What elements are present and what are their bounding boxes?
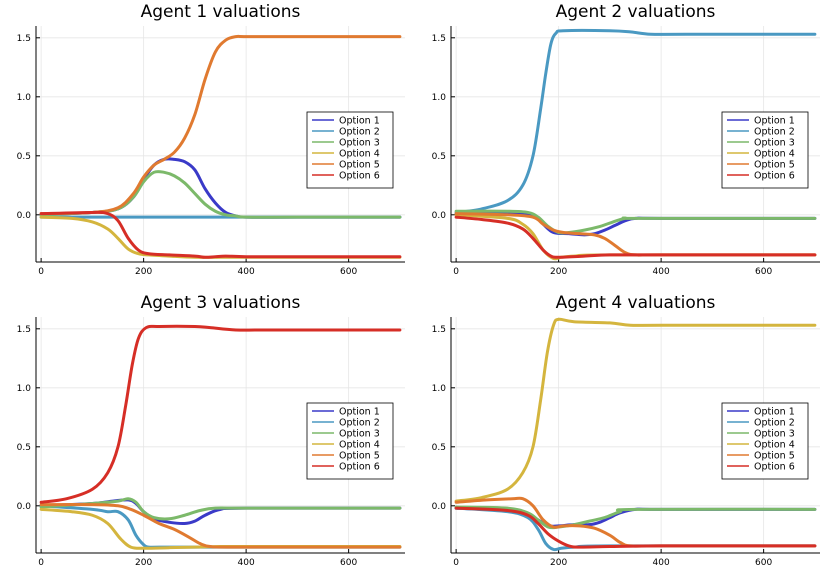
x-tick-label: 400 bbox=[653, 267, 670, 277]
chart-panel-1: 0 200 400 600 0.0 0.5 1.0 1.5 Agent 1 valuations… bbox=[17, 2, 405, 277]
x-tick-label: 600 bbox=[340, 558, 357, 568]
x-tick-label: 400 bbox=[238, 558, 255, 568]
legend-label: Option 2 bbox=[339, 418, 380, 429]
legend-label: Option 4 bbox=[339, 149, 380, 160]
legend-label: Option 6 bbox=[754, 171, 795, 182]
legend-label: Option 3 bbox=[754, 138, 795, 149]
y-tick-label: 0.0 bbox=[17, 211, 32, 221]
y-tick-label: 0.0 bbox=[17, 502, 32, 512]
legend-label: Option 3 bbox=[339, 429, 380, 440]
y-tick-label: 0.5 bbox=[17, 152, 31, 162]
legend-label: Option 3 bbox=[339, 138, 380, 149]
legend-label: Option 4 bbox=[754, 149, 795, 160]
series-line-option-3 bbox=[39, 169, 402, 219]
series-line-option-6 bbox=[39, 324, 402, 504]
series-line-option-5 bbox=[39, 503, 402, 549]
y-tick-label: 1.5 bbox=[432, 325, 446, 335]
series-group bbox=[39, 324, 402, 550]
y-tick-label: 0.0 bbox=[432, 211, 447, 221]
legend-label: Option 1 bbox=[339, 407, 380, 418]
legend-label: Option 4 bbox=[754, 440, 795, 451]
y-tick-label: 1.0 bbox=[432, 384, 447, 394]
chart-title: Agent 1 valuations bbox=[141, 2, 301, 22]
series-line-option-2 bbox=[454, 28, 817, 214]
series-line-option-6 bbox=[454, 506, 817, 549]
y-tick-label: 1.0 bbox=[432, 93, 447, 103]
y-tick-label: 1.5 bbox=[17, 34, 31, 44]
y-tick-label: 0.5 bbox=[17, 443, 31, 453]
x-tick-label: 200 bbox=[550, 558, 567, 568]
x-tick-label: 600 bbox=[340, 267, 357, 277]
legend-label: Option 3 bbox=[754, 429, 795, 440]
series-line-option-6 bbox=[39, 210, 402, 259]
x-tick-label: 0 bbox=[38, 267, 44, 277]
series-line-option-3 bbox=[39, 497, 402, 521]
series-line-option-4 bbox=[454, 213, 817, 261]
legend-label: Option 5 bbox=[754, 451, 795, 462]
x-tick-label: 0 bbox=[453, 267, 459, 277]
x-tick-label: 0 bbox=[453, 558, 459, 568]
x-tick-label: 200 bbox=[135, 267, 152, 277]
series-line-option-6 bbox=[454, 215, 817, 259]
chart-title: Agent 3 valuations bbox=[141, 293, 301, 313]
y-tick-label: 0.0 bbox=[432, 502, 447, 512]
legend-label: Option 5 bbox=[754, 160, 795, 171]
legend-label: Option 2 bbox=[754, 127, 795, 138]
chart-title: Agent 2 valuations bbox=[556, 2, 716, 22]
chart-panel-2: 0 200 400 600 0.0 0.5 1.0 1.5 Agent 2 valuations… bbox=[432, 2, 820, 277]
series-line-option-2 bbox=[454, 506, 817, 552]
legend-label: Option 1 bbox=[339, 116, 380, 127]
series-group bbox=[454, 28, 817, 261]
x-tick-label: 200 bbox=[550, 267, 567, 277]
legend-label: Option 2 bbox=[339, 127, 380, 138]
legend-label: Option 6 bbox=[754, 462, 795, 473]
y-tick-label: 1.5 bbox=[432, 34, 446, 44]
legend-label: Option 5 bbox=[339, 451, 380, 462]
series-line-option-5 bbox=[454, 496, 817, 548]
x-tick-label: 600 bbox=[755, 558, 772, 568]
chart-panel-4: 0 200 400 600 0.0 0.5 1.0 1.5 Agent 4 valuations… bbox=[432, 293, 820, 568]
legend-label: Option 4 bbox=[339, 440, 380, 451]
series-line-option-2 bbox=[39, 504, 402, 549]
legend-label: Option 2 bbox=[754, 418, 795, 429]
y-tick-label: 0.5 bbox=[432, 443, 446, 453]
x-tick-label: 400 bbox=[653, 558, 670, 568]
y-tick-label: 1.0 bbox=[17, 384, 32, 394]
x-tick-label: 600 bbox=[755, 267, 772, 277]
y-tick-label: 0.5 bbox=[432, 152, 446, 162]
legend-label: Option 1 bbox=[754, 407, 795, 418]
chart-title: Agent 4 valuations bbox=[556, 293, 716, 313]
legend-label: Option 6 bbox=[339, 462, 380, 473]
legend-label: Option 5 bbox=[339, 160, 380, 171]
series-group bbox=[454, 317, 817, 552]
x-tick-label: 400 bbox=[238, 267, 255, 277]
chart-panel-3: 0 200 400 600 0.0 0.5 1.0 1.5 Agent 3 valuations… bbox=[17, 293, 405, 568]
legend-label: Option 1 bbox=[754, 116, 795, 127]
x-tick-label: 200 bbox=[135, 558, 152, 568]
series-line-option-5 bbox=[39, 34, 402, 216]
y-tick-label: 1.0 bbox=[17, 93, 32, 103]
legend-label: Option 6 bbox=[339, 171, 380, 182]
x-tick-label: 0 bbox=[38, 558, 44, 568]
series-line-option-4 bbox=[454, 317, 817, 503]
y-tick-label: 1.5 bbox=[17, 325, 31, 335]
series-group bbox=[39, 34, 402, 259]
series-line-option-4 bbox=[39, 215, 402, 259]
series-line-option-4 bbox=[39, 507, 402, 550]
